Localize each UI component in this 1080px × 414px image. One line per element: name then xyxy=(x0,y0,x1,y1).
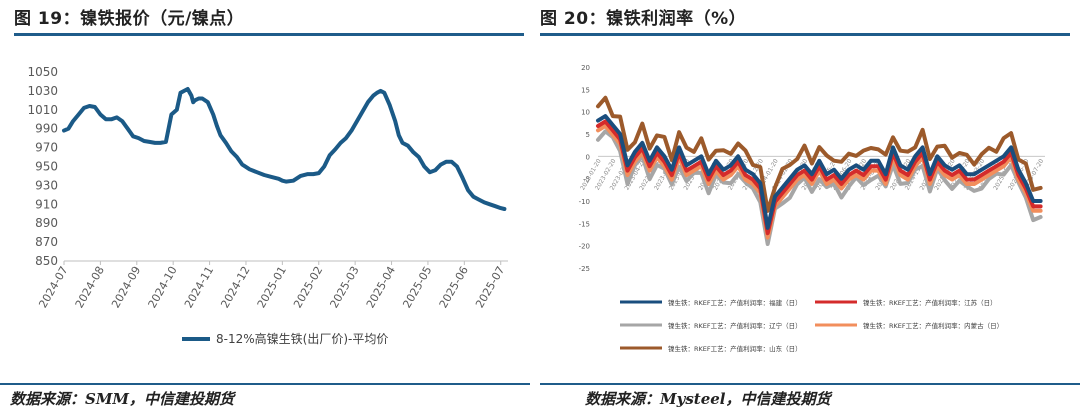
legend-label: 镍生铁：RKEF工艺：产值利润率：山东（日） xyxy=(668,344,802,353)
legend-label: 镍生铁：RKEF工艺：产值利润率：内蒙古（日） xyxy=(863,321,1003,330)
x-tick-label: 2025-02 xyxy=(291,264,325,310)
x-tick-label: 2025-03 xyxy=(328,264,362,310)
y-tick-label: 1030 xyxy=(27,84,58,98)
x-tick-label: 2025-04 xyxy=(364,264,398,310)
y-tick-label: 990 xyxy=(35,122,58,136)
y-tick-label: -20 xyxy=(579,243,590,251)
right-chart-heading: 图 20：镍铁利润率（%） xyxy=(540,9,747,29)
legend-label: 镍生铁：RKEF工艺：产值利润率：福建（日） xyxy=(668,298,802,307)
x-tick-label: 2024-08 xyxy=(73,264,107,310)
series-line-江苏 xyxy=(596,119,1043,236)
series-line-山东 xyxy=(596,95,1043,213)
y-tick-label: 950 xyxy=(35,160,58,174)
y-tick-label: -10 xyxy=(579,198,590,206)
y-tick-label: 10 xyxy=(581,109,590,117)
left-header-rule xyxy=(14,33,524,36)
left-source-note: 数据来源：SMM，中信建投期货 xyxy=(10,390,235,408)
series-line-内蒙古 xyxy=(596,124,1043,240)
y-tick-label: 850 xyxy=(35,254,58,268)
right-source-note: 数据来源：Mysteel，中信建投期货 xyxy=(585,390,831,408)
x-tick-label: 2024-12 xyxy=(218,264,252,310)
y-tick-label: 930 xyxy=(35,178,58,192)
y-tick-label: 890 xyxy=(35,216,58,230)
y-tick-label: 5 xyxy=(586,131,590,139)
left-footer-rule xyxy=(0,383,530,385)
y-tick-label: 0 xyxy=(586,153,590,161)
right-chart: 20151050-5-10-15-20-252023-01-202023-02-… xyxy=(579,64,1046,353)
x-tick-label: 2025-06 xyxy=(437,264,471,310)
x-tick-label: 2024-09 xyxy=(109,264,143,310)
right-header-rule xyxy=(540,33,1070,36)
y-tick-label: 970 xyxy=(35,141,58,155)
x-tick-label: 2024-07 xyxy=(36,264,70,310)
x-tick-label: 2025-05 xyxy=(400,264,434,310)
y-tick-label: 1010 xyxy=(27,103,58,117)
legend-label: 镍生铁：RKEF工艺：产值利润率：辽宁（日） xyxy=(668,321,802,330)
y-tick-label: -15 xyxy=(579,220,590,228)
x-tick-label: 2024-11 xyxy=(182,264,216,310)
legend-label: 8-12%高镍生铁(出厂价)-平均价 xyxy=(216,331,388,346)
y-tick-label: 20 xyxy=(581,64,590,72)
y-tick-label: 910 xyxy=(35,197,58,211)
y-tick-label: -5 xyxy=(583,176,590,184)
y-tick-label: 870 xyxy=(35,235,58,249)
left-chart: 850 870 890 910 930 950 970 990 1010 1030 1050 2024… xyxy=(27,65,508,346)
y-tick-label: -25 xyxy=(579,265,590,273)
series-line-辽宁 xyxy=(596,129,1043,246)
y-tick-label: 15 xyxy=(581,86,590,94)
y-tick-label: 1050 xyxy=(27,65,58,79)
series-line-福建 xyxy=(596,114,1043,230)
left-chart-heading: 图 19：镍铁报价（元/镍点） xyxy=(14,9,245,29)
x-tick-label: 2025-01 xyxy=(255,264,289,310)
series-line-nickel-pig-iron-price xyxy=(62,87,507,211)
right-footer-rule xyxy=(540,383,1080,385)
x-tick-label: 2024-10 xyxy=(146,264,180,310)
legend-label: 镍生铁：RKEF工艺：产值利润率：江苏（日） xyxy=(863,298,997,307)
x-tick-label: 2025-07 xyxy=(473,264,507,310)
